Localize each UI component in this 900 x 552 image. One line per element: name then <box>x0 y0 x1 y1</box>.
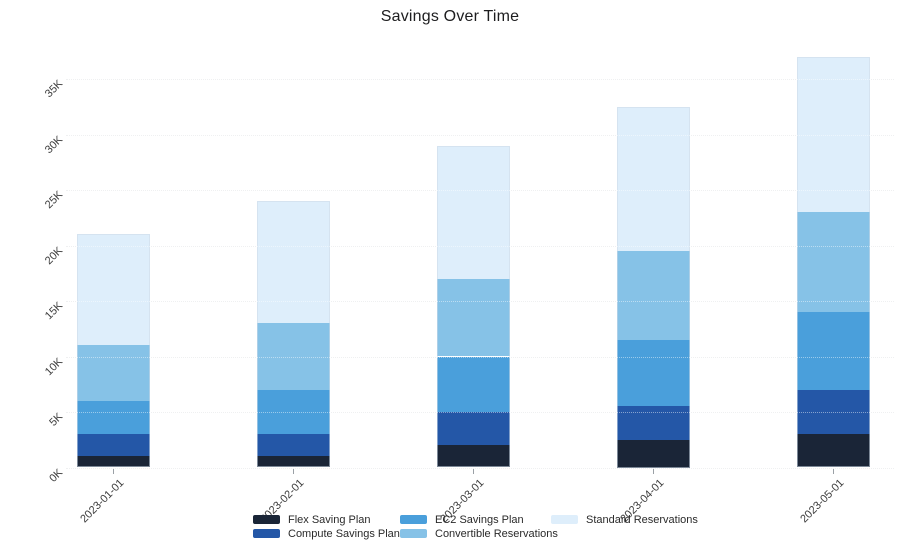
legend-item-flex-saving-plan[interactable]: Flex Saving Plan <box>253 513 400 526</box>
legend-swatch-icon <box>400 515 427 524</box>
legend: Flex Saving Plan Compute Savings Plan EC2 … <box>253 513 698 541</box>
bar-segment-ec2-savings-plan[interactable] <box>76 400 150 435</box>
y-axis-tick-label: 20K <box>42 244 66 267</box>
x-axis-tick <box>833 468 834 474</box>
legend-column: Flex Saving Plan Compute Savings Plan <box>253 513 400 541</box>
bar-segment-compute-savings-plan[interactable] <box>436 412 510 446</box>
y-axis-tick-label: 30K <box>42 133 66 156</box>
y-axis-tick-label: 10K <box>42 355 66 378</box>
gridline <box>66 467 894 469</box>
legend-swatch-icon <box>551 515 578 524</box>
bar-segment-ec2-savings-plan[interactable] <box>616 339 690 407</box>
gridline <box>66 134 894 136</box>
legend-label: EC2 Savings Plan <box>435 513 524 526</box>
legend-item-standard-reservations[interactable]: Standard Reservations <box>551 513 698 526</box>
bar-segment-standard-reservations[interactable] <box>76 234 150 346</box>
bar-segment-ec2-savings-plan[interactable] <box>436 356 510 412</box>
y-axis-tick-label: 25K <box>42 188 66 212</box>
bar-segment-flex-saving-plan[interactable] <box>76 456 150 468</box>
legend-swatch-icon <box>253 529 280 538</box>
bar-segment-convertible-reservations[interactable] <box>436 278 510 357</box>
chart-title: Savings Over Time <box>380 8 520 25</box>
bar-segment-convertible-reservations[interactable] <box>616 251 690 340</box>
y-axis-tick-label: 0K <box>47 466 66 485</box>
gridline <box>66 79 894 80</box>
legend-swatch-icon <box>253 515 280 524</box>
x-axis-tick <box>653 468 654 474</box>
bar-segment-ec2-savings-plan[interactable] <box>256 389 330 435</box>
bar-segment-standard-reservations[interactable] <box>256 201 330 324</box>
legend-column: Standard Reservations <box>551 513 698 541</box>
legend-item-compute-savings-plan[interactable]: Compute Savings Plan <box>253 527 400 540</box>
legend-label: Standard Reservations <box>586 513 698 526</box>
y-axis-tick-label: 15K <box>42 299 66 323</box>
legend-label: Convertible Reservations <box>435 527 558 540</box>
x-axis-tick <box>113 468 114 474</box>
x-axis-tick-label: 2023-01-01 <box>78 476 127 525</box>
y-axis-tick-label: 35K <box>42 77 66 101</box>
legend-column: EC2 Savings Plan Convertible Reservations <box>400 513 558 541</box>
legend-label: Flex Saving Plan <box>288 513 371 526</box>
bar-segment-flex-saving-plan[interactable] <box>256 456 330 468</box>
legend-item-convertible-reservations[interactable]: Convertible Reservations <box>400 527 558 540</box>
bar-segment-standard-reservations[interactable] <box>796 56 870 213</box>
legend-label: Compute Savings Plan <box>288 527 400 540</box>
legend-item-ec2-savings-plan[interactable]: EC2 Savings Plan <box>400 513 551 526</box>
bar-segment-standard-reservations[interactable] <box>616 106 690 252</box>
bar-segment-compute-savings-plan[interactable] <box>76 434 150 457</box>
bar-segment-convertible-reservations[interactable] <box>256 323 330 390</box>
bar-segment-convertible-reservations[interactable] <box>76 345 150 401</box>
x-axis-tick <box>473 468 474 474</box>
x-axis-tick <box>293 468 294 474</box>
x-axis-tick-label: 2023-05-01 <box>798 476 847 525</box>
bar-segment-compute-savings-plan[interactable] <box>256 434 330 457</box>
bar-segment-flex-saving-plan[interactable] <box>616 439 690 468</box>
legend-swatch-icon <box>400 529 427 538</box>
bar-segment-flex-saving-plan[interactable] <box>796 434 870 468</box>
y-axis-tick-label: 5K <box>47 410 66 429</box>
bar-segment-compute-savings-plan[interactable] <box>796 389 870 435</box>
bar-segment-ec2-savings-plan[interactable] <box>796 312 870 390</box>
bar-segment-flex-saving-plan[interactable] <box>436 445 510 468</box>
bar-segment-standard-reservations[interactable] <box>436 145 510 279</box>
bar-segment-convertible-reservations[interactable] <box>796 212 870 313</box>
bar-segment-compute-savings-plan[interactable] <box>616 406 690 440</box>
